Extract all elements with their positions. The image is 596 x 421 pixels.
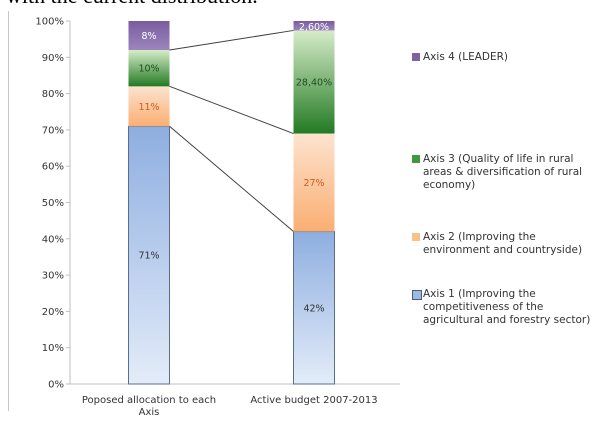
bar-segment	[128, 86, 170, 127]
series-connector-line	[169, 85, 294, 134]
legend-label: Axis 3 (Quality of life in rural areas &…	[423, 153, 583, 191]
series-connector-line	[169, 125, 294, 232]
y-tick-label: 60%	[42, 162, 64, 173]
bar-segment	[128, 21, 170, 51]
legend-label: Axis 1 (Improving the competitiveness of…	[423, 288, 591, 326]
legend-swatch	[412, 155, 420, 163]
bar-segment	[293, 133, 335, 232]
data-label: 2,60%	[299, 22, 329, 33]
y-tick-label: 0%	[48, 380, 64, 391]
bar-segment	[293, 231, 335, 385]
x-tick-label: Poposed allocation to each Axis	[82, 395, 216, 418]
header-snippet: with the current distribution.	[6, 0, 258, 9]
y-tick-label: 70%	[42, 125, 64, 136]
x-tick-label: Active budget 2007-2013	[250, 395, 377, 406]
y-tick-label: 90%	[42, 53, 64, 64]
y-tick-label: 10%	[42, 343, 64, 354]
data-label: 27%	[303, 178, 324, 189]
y-tick-label: 20%	[42, 307, 64, 318]
legend-label: Axis 4 (LEADER)	[423, 51, 509, 63]
data-label: 28,40%	[296, 77, 332, 88]
y-tick-label: 100%	[35, 17, 64, 28]
data-label: 71%	[138, 251, 159, 262]
bar-segment	[293, 30, 335, 134]
legend-swatch	[412, 53, 420, 61]
data-label: 42%	[303, 303, 324, 314]
bar-segment	[128, 50, 170, 87]
legend-label: Axis 2 (Improving the environment and co…	[423, 231, 583, 256]
legend-swatch	[412, 290, 422, 300]
series-connector-line	[169, 29, 294, 51]
y-tick-label: 40%	[42, 234, 64, 245]
legend-swatch	[412, 233, 420, 241]
data-label: 11%	[138, 102, 159, 113]
y-tick-label: 50%	[42, 198, 64, 209]
data-label: 10%	[138, 64, 159, 75]
y-tick-label: 30%	[42, 271, 64, 282]
chart-frame	[8, 11, 587, 411]
bar-segment	[128, 125, 170, 385]
bar-segment	[293, 21, 335, 31]
y-tick-label: 80%	[42, 89, 64, 100]
data-label: 8%	[141, 31, 156, 42]
